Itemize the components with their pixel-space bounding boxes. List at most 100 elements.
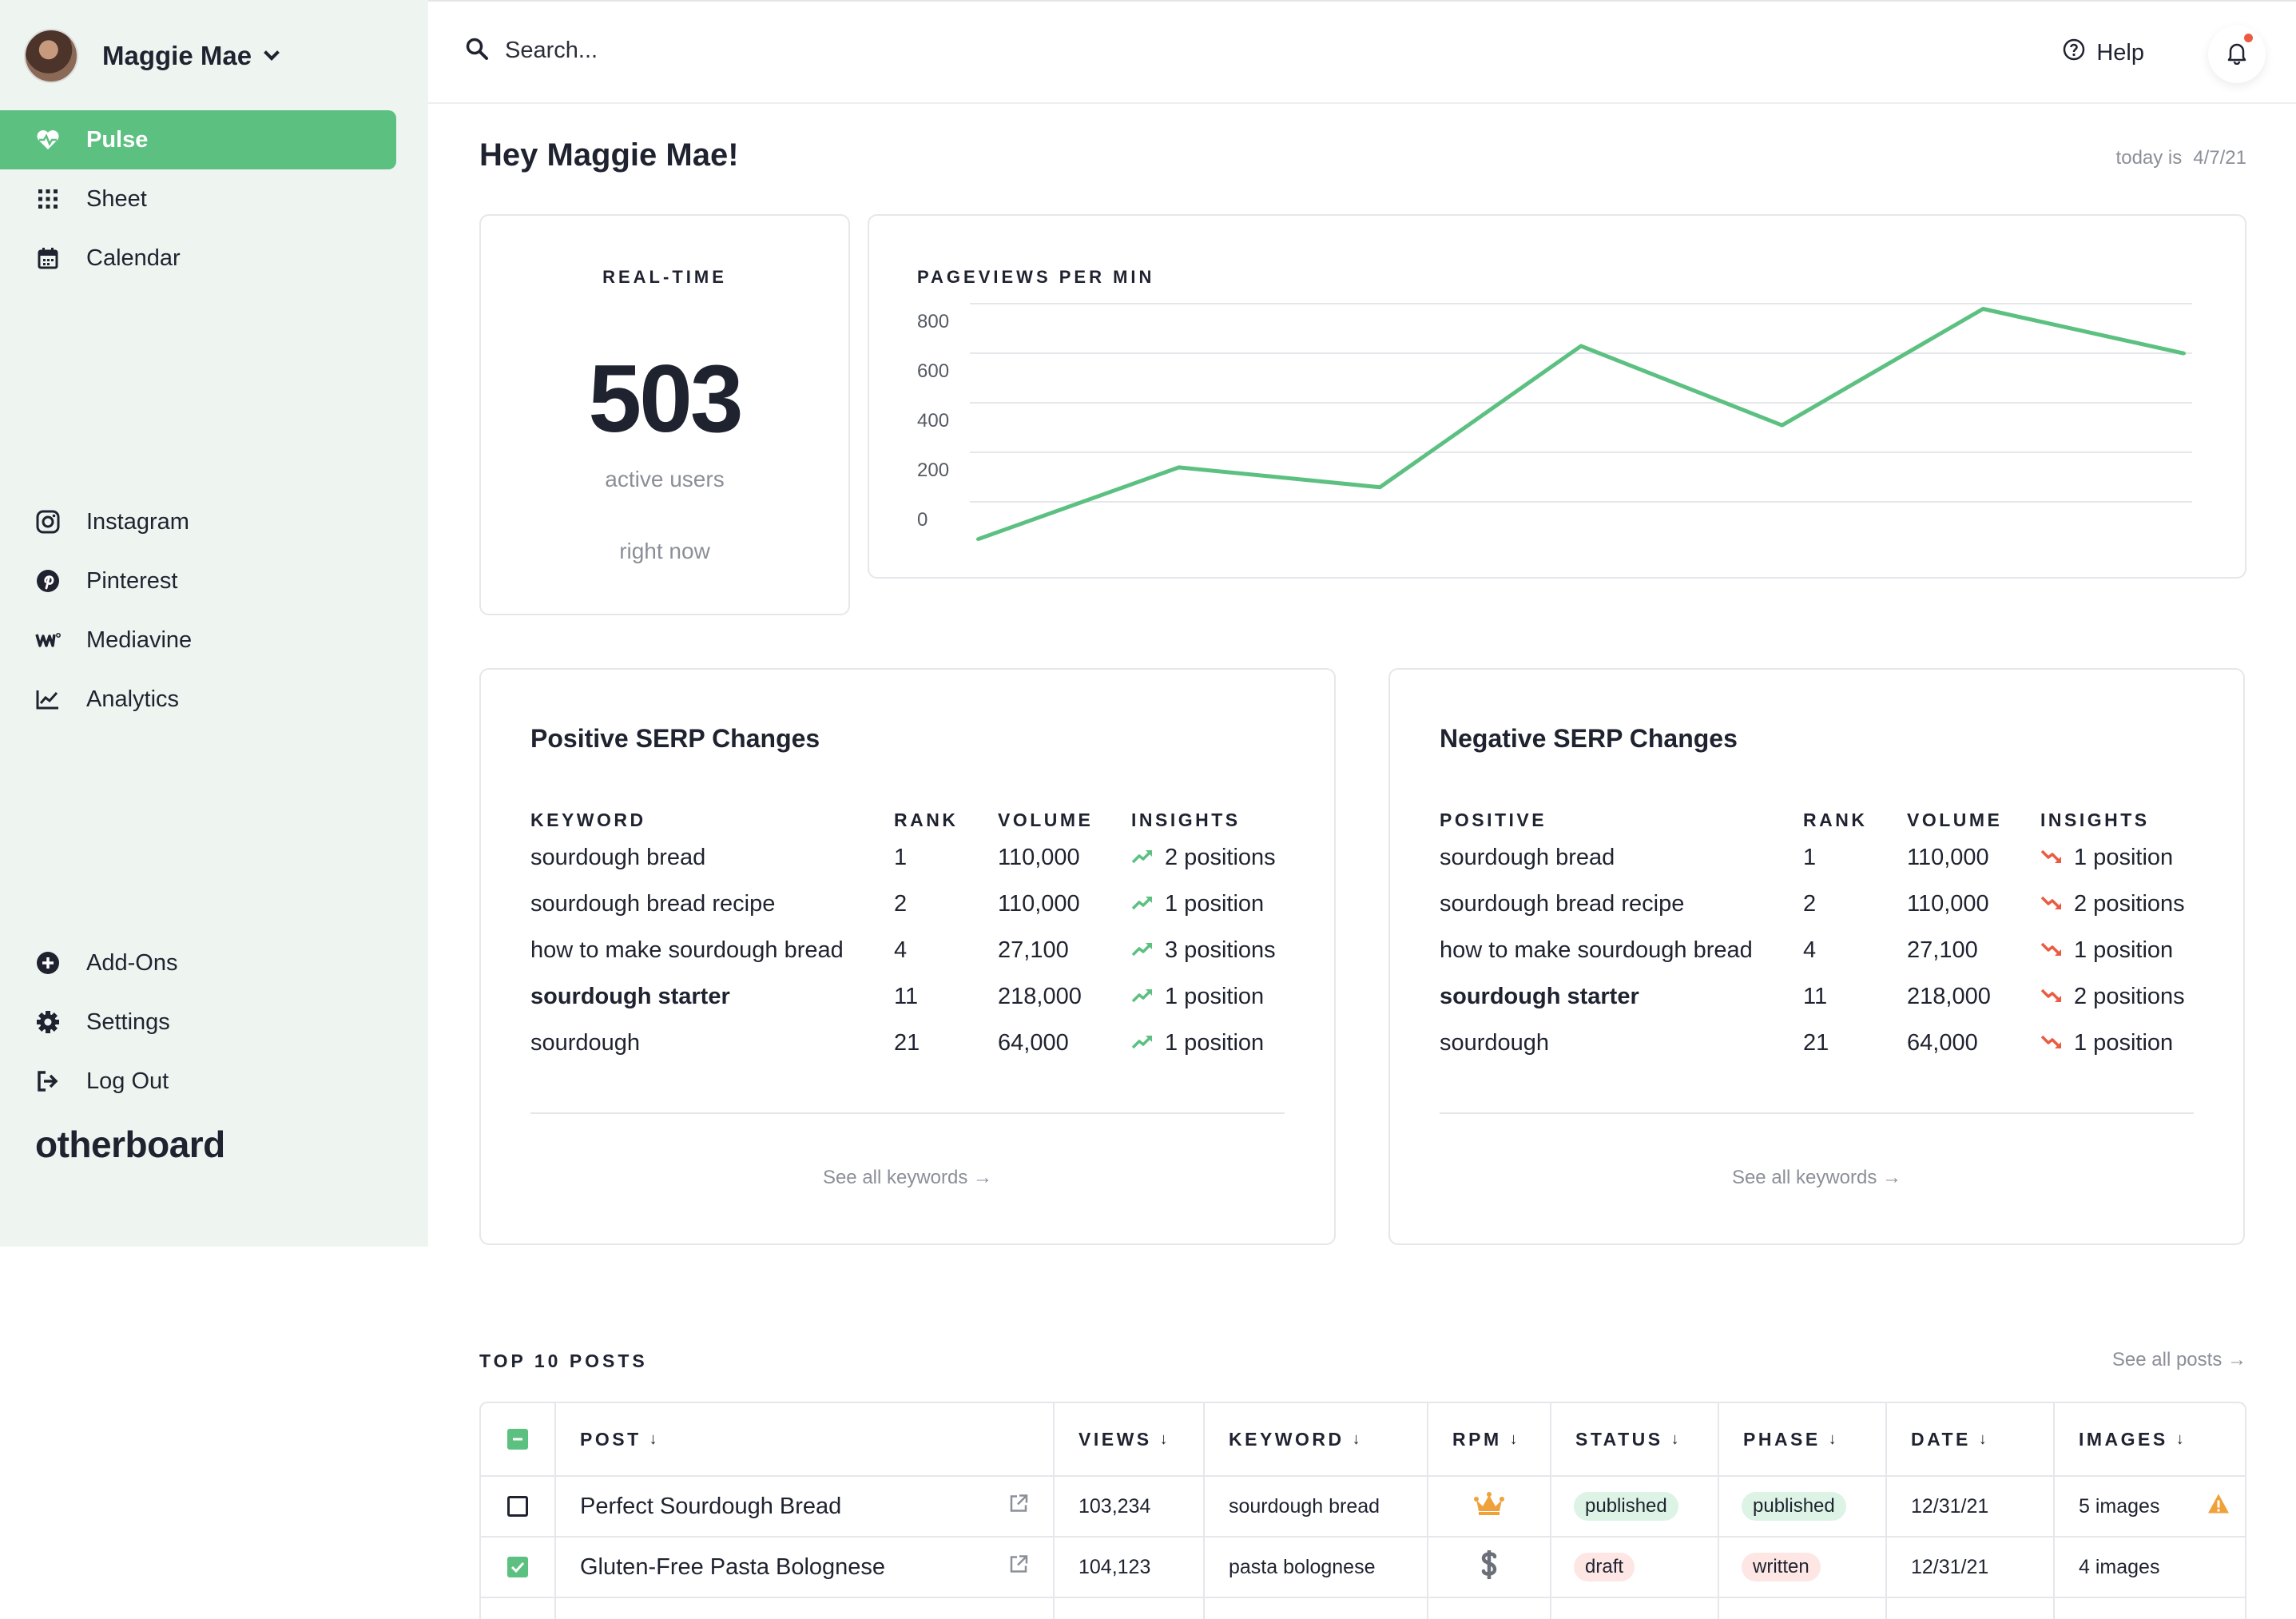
table-row[interactable]: Gluten-Free Pasta Bolognese 104,123 pasta … bbox=[481, 1537, 2245, 1598]
column-header-views[interactable]: VIEWS ↓ bbox=[1055, 1403, 1205, 1475]
sidebar-item-logout[interactable]: Log Out bbox=[0, 1052, 396, 1111]
status-cell: published bbox=[1551, 1477, 1719, 1536]
keyword-cell: sourdough bread recipe bbox=[530, 890, 776, 917]
column-header-rpm[interactable]: RPM ↓ bbox=[1428, 1403, 1551, 1475]
volume-cell: 218,000 bbox=[1907, 983, 1991, 1009]
serp-title: Positive SERP Changes bbox=[530, 724, 820, 753]
serp-title: Negative SERP Changes bbox=[1440, 724, 1738, 753]
sort-arrow-icon: ↓ bbox=[1828, 1430, 1837, 1448]
rpm-cell bbox=[1428, 1598, 1551, 1619]
sidebar-item-analytics[interactable]: Analytics bbox=[0, 670, 396, 729]
keyword-cell bbox=[1205, 1598, 1428, 1619]
trend-up-icon bbox=[1131, 937, 1165, 964]
sidebar-item-settings[interactable]: Settings bbox=[0, 992, 396, 1052]
divider bbox=[1440, 1112, 2194, 1114]
views-value: 103,234 bbox=[1078, 1494, 1151, 1518]
sort-arrow-icon: ↓ bbox=[1978, 1430, 1987, 1448]
keyword-value: pasta bolognese bbox=[1229, 1555, 1376, 1578]
insight-text: 3 positions bbox=[1165, 937, 1276, 963]
views-value: 104,123 bbox=[1078, 1555, 1151, 1578]
divider bbox=[530, 1112, 1285, 1114]
rank-cell: 4 bbox=[894, 937, 908, 963]
insight-cell: 2 positions bbox=[1131, 845, 1291, 871]
mediavine-icon bbox=[35, 627, 61, 653]
table-row[interactable]: Perfect Sourdough Bread 103,234 sourdough … bbox=[481, 1477, 2245, 1537]
keyword-cell: sourdough bbox=[1440, 1029, 1550, 1056]
logout-icon bbox=[35, 1068, 61, 1094]
data-point bbox=[2183, 352, 2186, 356]
realtime-label: REAL-TIME bbox=[602, 267, 727, 287]
profile-name: Maggie Mae bbox=[102, 41, 252, 70]
sidebar-item-pulse[interactable]: Pulse bbox=[0, 110, 396, 169]
phase-cell: published bbox=[1719, 1477, 1887, 1536]
select-all-checkbox[interactable] bbox=[507, 1429, 528, 1450]
insight-text: 1 position bbox=[1165, 1029, 1265, 1056]
sidebar-item-instagram[interactable]: Instagram bbox=[0, 492, 396, 551]
trend-up-icon bbox=[1131, 891, 1165, 917]
views-cell: 103,234 bbox=[1055, 1477, 1205, 1536]
see-all-keywords-link[interactable]: See all keywords → bbox=[822, 1167, 993, 1188]
status-cell bbox=[1551, 1598, 1719, 1619]
external-link-icon[interactable] bbox=[1008, 1494, 1029, 1520]
column-header-images[interactable]: IMAGES ↓ bbox=[2055, 1403, 2245, 1475]
sidebar-item-sheet[interactable]: Sheet bbox=[0, 169, 396, 229]
keyword-value: sourdough bread bbox=[1229, 1494, 1380, 1518]
column-header-keyword[interactable]: KEYWORD ↓ bbox=[1205, 1403, 1428, 1475]
sidebar-item-add-ons[interactable]: Add-Ons bbox=[0, 933, 396, 992]
keyword-cell: sourdough starter bbox=[530, 983, 730, 1009]
column-header-label: VIEWS bbox=[1078, 1428, 1152, 1450]
realtime-value: 503 bbox=[588, 345, 743, 452]
heart-pulse-icon bbox=[35, 127, 61, 153]
serp-row: sourdough 21 64,000 1 position bbox=[530, 1020, 1289, 1066]
data-point bbox=[976, 537, 979, 541]
status-badge: draft bbox=[1574, 1553, 1635, 1581]
sidebar-item-mediavine[interactable]: Mediavine bbox=[0, 611, 396, 670]
avatar[interactable] bbox=[24, 29, 78, 83]
calendar-icon bbox=[35, 245, 61, 271]
insight-text: 1 position bbox=[2074, 1029, 2174, 1056]
post-cell[interactable]: Perfect Sourdough Bread bbox=[556, 1477, 1055, 1536]
row-checkbox[interactable] bbox=[507, 1557, 528, 1577]
column-header-label: DATE bbox=[1911, 1428, 1971, 1450]
volume-cell: 27,100 bbox=[1907, 937, 1978, 963]
dollar-icon bbox=[1479, 1549, 1500, 1586]
external-link-icon[interactable] bbox=[1008, 1554, 1029, 1581]
sidebar-item-calendar[interactable]: Calendar bbox=[0, 229, 396, 288]
rank-cell: 1 bbox=[1803, 844, 1817, 870]
insight-cell: 1 position bbox=[1131, 984, 1291, 1010]
gear-icon bbox=[35, 1009, 61, 1035]
sidebar-item-label: Pulse bbox=[86, 126, 149, 153]
views-cell: 104,123 bbox=[1055, 1537, 1205, 1597]
images-value: 5 images bbox=[2079, 1494, 2160, 1518]
search-input[interactable] bbox=[505, 38, 984, 64]
serp-row: sourdough bread 1 110,000 2 positions bbox=[530, 834, 1289, 881]
sidebar: Maggie Mae Pulse Sheet Calendar Instagra… bbox=[0, 0, 428, 1247]
search-bar[interactable] bbox=[465, 37, 984, 65]
post-title[interactable]: Perfect Sourdough Bread bbox=[580, 1493, 842, 1519]
profile-menu[interactable]: Maggie Mae bbox=[24, 27, 280, 85]
row-checkbox[interactable] bbox=[507, 1496, 528, 1517]
see-all-keywords-link[interactable]: See all keywords → bbox=[1731, 1167, 1902, 1188]
serp-row: sourdough bread 1 110,000 1 position bbox=[1440, 834, 2199, 881]
warning-icon[interactable] bbox=[2207, 1493, 2230, 1521]
see-all-posts-link[interactable]: See all posts → bbox=[2111, 1349, 2246, 1370]
row-select-cell bbox=[481, 1477, 556, 1536]
keyword-cell: sourdough bbox=[530, 1029, 641, 1056]
status-cell: draft bbox=[1551, 1537, 1719, 1597]
post-title[interactable]: Gluten-Free Pasta Bolognese bbox=[580, 1553, 886, 1580]
data-point bbox=[1579, 344, 1583, 348]
phase-badge: written bbox=[1742, 1553, 1821, 1581]
insight-text: 1 position bbox=[2074, 844, 2174, 870]
notifications-button[interactable] bbox=[2208, 26, 2266, 83]
column-header-date[interactable]: DATE ↓ bbox=[1887, 1403, 2055, 1475]
chevron-down-icon[interactable] bbox=[264, 45, 280, 61]
rpm-cell bbox=[1428, 1477, 1551, 1536]
column-header-post[interactable]: POST ↓ bbox=[556, 1403, 1055, 1475]
column-header-phase[interactable]: PHASE ↓ bbox=[1719, 1403, 1887, 1475]
sidebar-item-pinterest[interactable]: Pinterest bbox=[0, 551, 396, 611]
help-button[interactable]: Help bbox=[2063, 38, 2144, 67]
insight-text: 2 positions bbox=[2074, 890, 2185, 917]
post-cell[interactable]: Gluten-Free Pasta Bolognese bbox=[556, 1537, 1055, 1597]
column-header-status[interactable]: STATUS ↓ bbox=[1551, 1403, 1719, 1475]
y-tick-label: 800 bbox=[917, 311, 949, 332]
